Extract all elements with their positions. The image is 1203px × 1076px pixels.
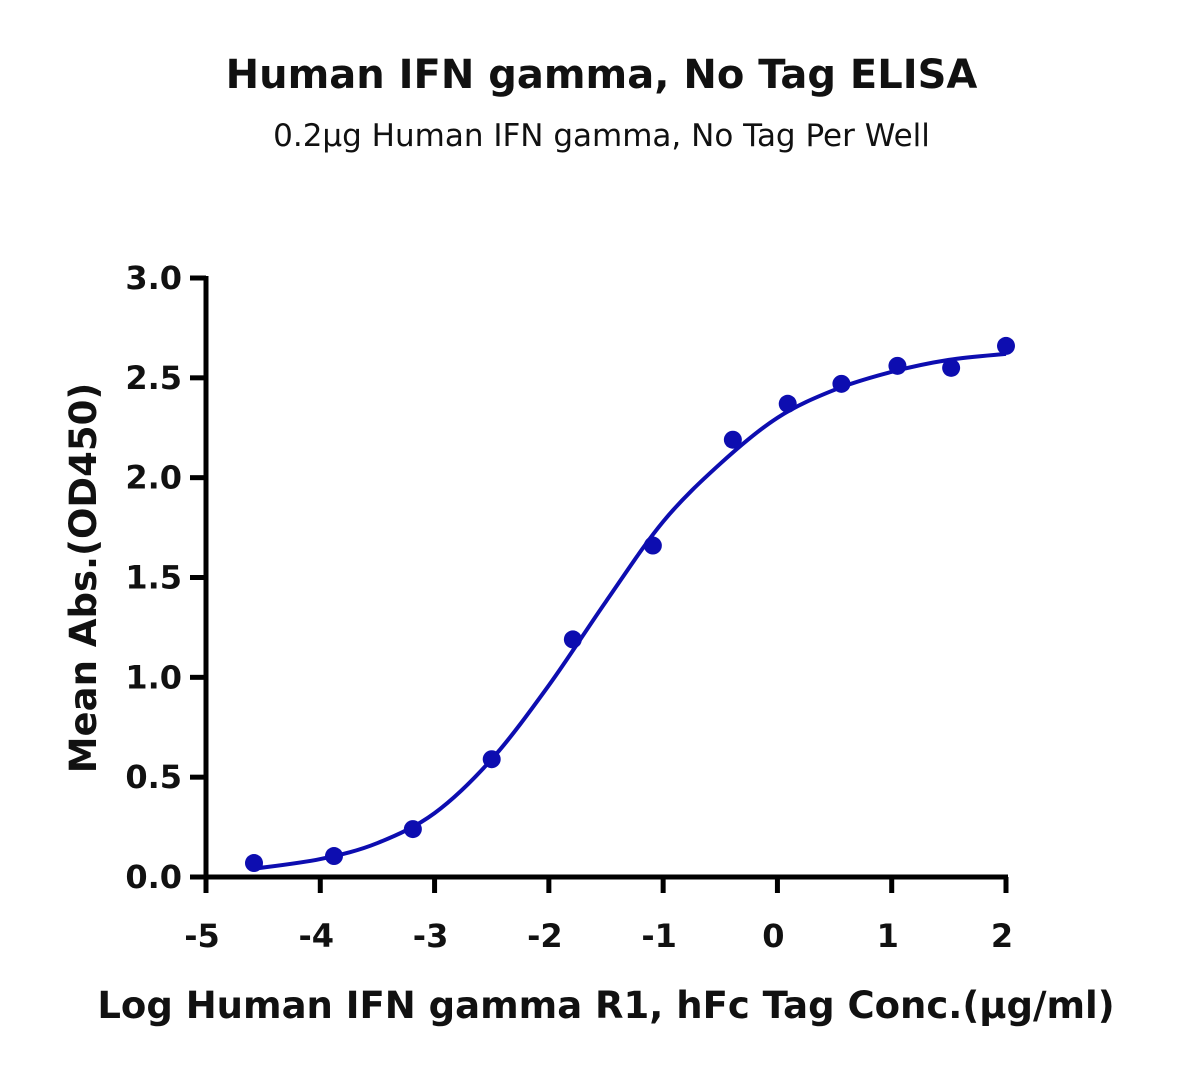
- y-axis-label: Mean Abs.(OD450): [62, 383, 105, 774]
- data-point: [723, 430, 742, 449]
- chart-subtitle: 0.2μg Human IFN gamma, No Tag Per Well: [273, 118, 930, 154]
- chart-title: Human IFN gamma, No Tag ELISA: [225, 52, 978, 98]
- data-point: [778, 394, 797, 413]
- x-tick-label: -1: [641, 917, 677, 955]
- x-tick-label: 1: [877, 917, 899, 955]
- data-point: [482, 750, 501, 769]
- x-tick-label: -2: [527, 917, 563, 955]
- data-point: [997, 336, 1015, 355]
- x-tick-label: -5: [184, 917, 220, 955]
- data-point: [942, 358, 961, 377]
- x-axis-label: Log Human IFN gamma R1, hFc Tag Conc.(μg…: [97, 984, 1114, 1027]
- data-point: [888, 356, 907, 375]
- y-tick-label: 1.5: [125, 559, 182, 597]
- y-tick-label: 0.5: [125, 758, 182, 796]
- y-tick-label: 2.0: [125, 459, 182, 497]
- data-point: [832, 374, 851, 393]
- data-point: [563, 630, 582, 649]
- data-point: [643, 536, 662, 555]
- x-tick-label: 0: [762, 917, 784, 955]
- x-tick-label: -4: [299, 917, 335, 955]
- y-tick-label: 1.0: [125, 658, 182, 696]
- y-tick-label: 0.0: [125, 858, 182, 896]
- fit-curve: [251, 351, 1007, 871]
- data-point: [403, 820, 422, 839]
- data-point: [325, 847, 343, 866]
- y-tick-label: 2.5: [125, 359, 182, 397]
- data-point: [245, 854, 263, 873]
- y-tick-label: 3.0: [125, 259, 182, 297]
- x-tick-label: 2: [991, 917, 1013, 955]
- x-tick-label: -3: [413, 917, 449, 955]
